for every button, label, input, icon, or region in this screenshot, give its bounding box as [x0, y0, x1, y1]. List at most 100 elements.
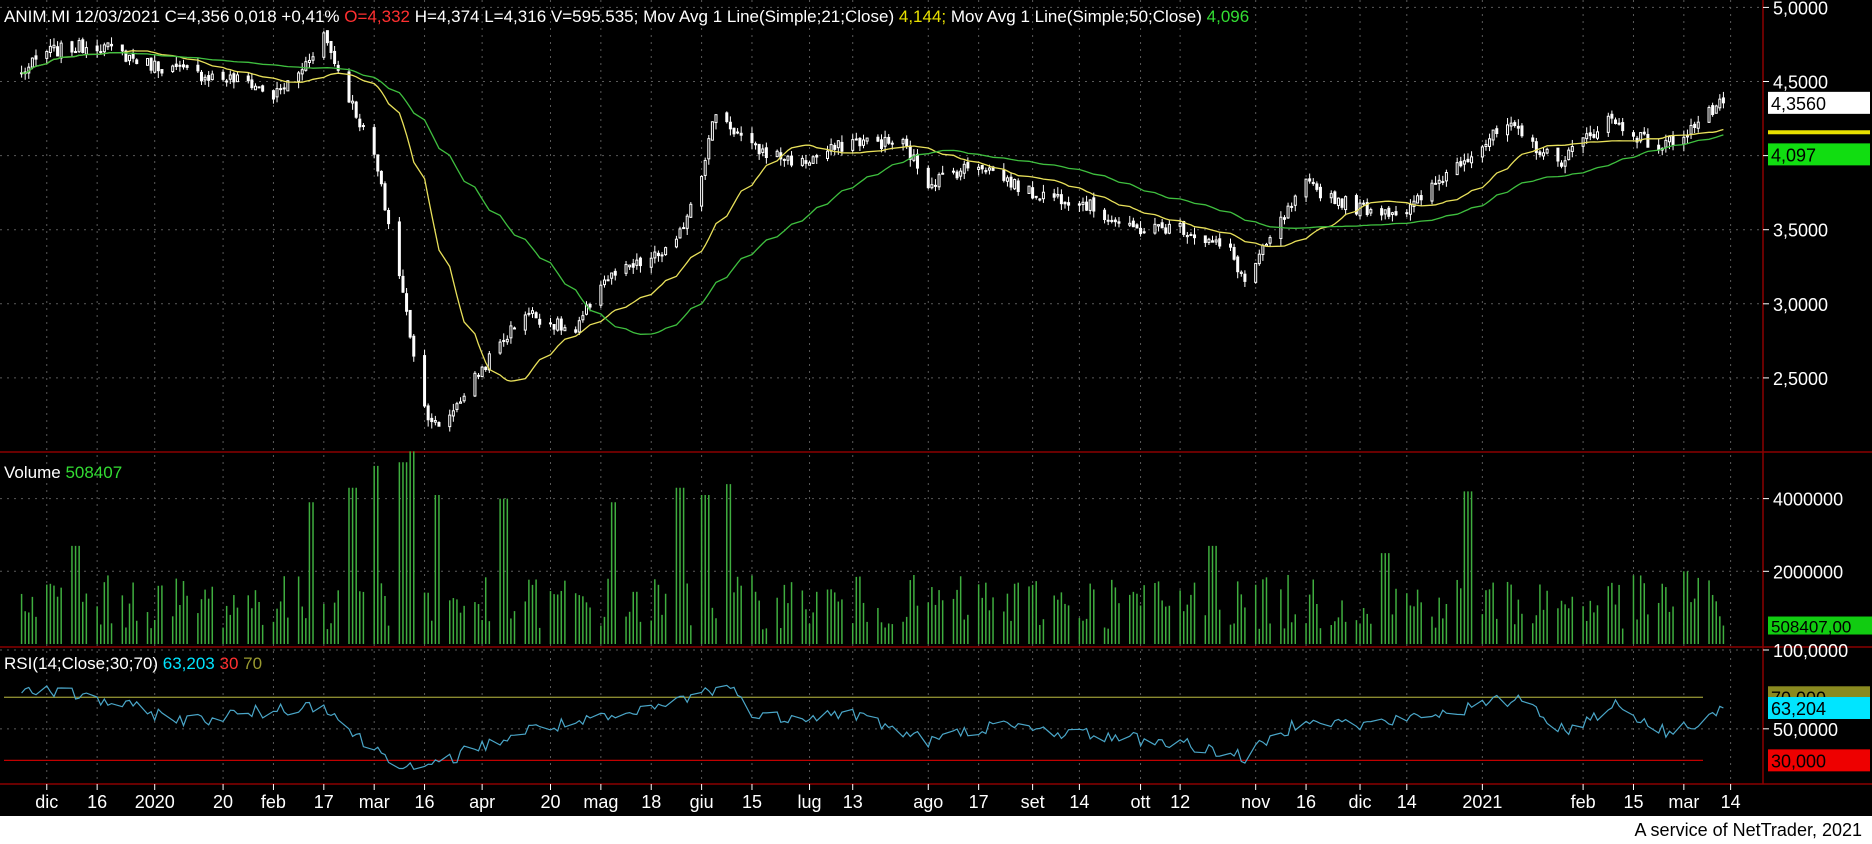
candle-body — [1657, 144, 1661, 151]
candle-body — [307, 59, 311, 63]
candle-body — [261, 85, 265, 92]
candle-body — [556, 318, 560, 331]
candle-body — [682, 227, 686, 230]
price-tick-label: 2,5000 — [1773, 369, 1828, 389]
candle-body — [70, 41, 74, 53]
x-tick-label: 12 — [1170, 792, 1190, 812]
candle-body — [1293, 195, 1297, 206]
candle-body — [120, 44, 124, 52]
x-tick-label: feb — [261, 792, 286, 812]
header-low: L=4,316 — [484, 7, 547, 26]
candle-body — [1038, 198, 1042, 201]
candle-body — [1380, 208, 1384, 216]
x-tick-label: giu — [690, 792, 714, 812]
candle-body — [1185, 235, 1189, 238]
candle-body — [1581, 137, 1585, 147]
candle-body — [1157, 224, 1161, 227]
candle-body — [1236, 256, 1240, 273]
candle-body — [757, 143, 761, 155]
candle-body — [1031, 187, 1035, 199]
candle-body — [1318, 186, 1322, 199]
volume-header-value: 508407 — [65, 463, 123, 482]
candle-body — [865, 137, 869, 142]
candle-body — [146, 57, 150, 66]
rsi-lower-marker — [1768, 749, 1870, 772]
candle-body — [106, 42, 110, 48]
candle-body — [710, 121, 714, 141]
candle-body — [253, 85, 257, 91]
price-tick-label: 5,0000 — [1773, 0, 1828, 18]
candle-body — [1585, 133, 1589, 140]
volume-last-marker — [1768, 616, 1872, 635]
candle-body — [1189, 234, 1193, 237]
candle-body — [174, 63, 178, 67]
rsi-last-marker — [1768, 697, 1870, 720]
volume-last-label: 508407,00 — [1771, 618, 1851, 637]
price-tick-label: 4,5000 — [1773, 73, 1828, 93]
x-tick-label: set — [1021, 792, 1045, 812]
header-close: C=4,356 — [164, 7, 230, 26]
candle-body — [635, 259, 639, 266]
candle-body — [297, 72, 301, 82]
candle-body — [966, 162, 970, 169]
candle-body — [624, 264, 628, 274]
x-tick-label: mag — [583, 792, 618, 812]
x-tick-label: 17 — [969, 792, 989, 812]
rsi-header-high: 70 — [243, 654, 263, 673]
candle-body — [1390, 212, 1394, 215]
candle-body — [1459, 161, 1463, 167]
candle-body — [423, 355, 427, 407]
rsi-tick-label: 50,0000 — [1773, 720, 1838, 740]
candle-body — [588, 303, 592, 308]
header-ma50-label: Mov Avg 1 Line(Simple;50;Close) — [950, 7, 1202, 26]
candle-body — [811, 156, 815, 164]
candle-body — [804, 160, 808, 164]
header-ma50-value: 4,096 — [1206, 7, 1250, 26]
candle-body — [110, 43, 114, 47]
candle-body — [1117, 221, 1121, 224]
header-ma21-value: 4,144; — [898, 7, 947, 26]
candle-body — [790, 155, 794, 166]
candles-group — [20, 30, 1725, 432]
candle-body — [1534, 141, 1538, 154]
candle-body — [559, 318, 563, 331]
candle-body — [1336, 197, 1340, 206]
candle-body — [880, 139, 883, 149]
candle-body — [1229, 243, 1233, 248]
candle-body — [1128, 222, 1132, 226]
candle-body — [656, 252, 660, 257]
candle-body — [437, 421, 441, 427]
candle-body — [933, 184, 937, 187]
candle-body — [955, 171, 959, 179]
candle-body — [764, 147, 768, 159]
candle-body — [329, 40, 333, 53]
candle-body — [1621, 122, 1625, 132]
candle-body — [74, 51, 78, 54]
candle-body — [210, 73, 214, 81]
candle-body — [1480, 146, 1484, 158]
candle-body — [153, 60, 157, 73]
header-change-pct: +0,41% — [281, 7, 340, 26]
candle-body — [1685, 135, 1689, 138]
x-tick-label: 14 — [1069, 792, 1089, 812]
candle-body — [602, 279, 606, 286]
candle-body — [840, 141, 844, 152]
volume-header: Volume 508407 — [4, 463, 122, 483]
candle-body — [1437, 179, 1441, 184]
candle-body — [1088, 199, 1092, 211]
x-tick-label: 20 — [540, 792, 560, 812]
x-tick-label: 15 — [742, 792, 762, 812]
candle-body — [1646, 134, 1650, 148]
candle-body — [599, 284, 603, 306]
candle-body — [1369, 209, 1373, 214]
candle-body — [99, 51, 103, 54]
candle-body — [1113, 219, 1117, 223]
candle-body — [980, 165, 984, 170]
candle-body — [700, 175, 704, 207]
candle-body — [1211, 240, 1215, 243]
candle-body — [1365, 202, 1369, 216]
candle-body — [484, 366, 488, 370]
candle-body — [836, 140, 840, 149]
candle-body — [1491, 129, 1495, 141]
